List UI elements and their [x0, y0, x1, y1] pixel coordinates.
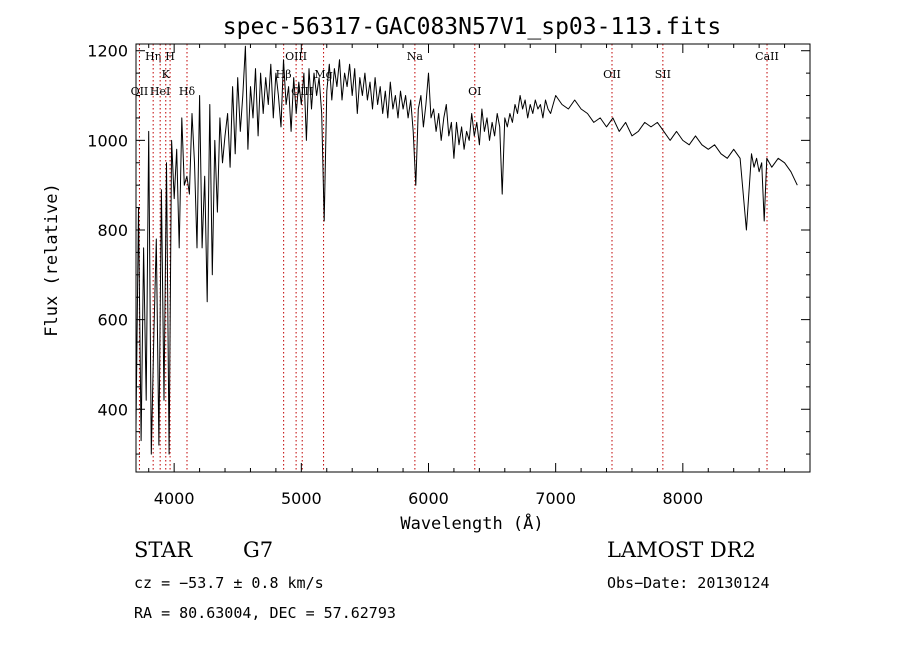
redshift-velocity: cz = −53.7 ± 0.8 km/s — [134, 574, 324, 592]
x-axis-label: Wavelength (Å) — [400, 512, 543, 534]
spectral-line-label: SII — [655, 68, 671, 81]
x-tick-label: 6000 — [408, 489, 449, 508]
spectral-line-label: OI — [468, 85, 481, 98]
spectral-line-label: Na — [407, 50, 424, 63]
x-tick-label: 8000 — [662, 489, 703, 508]
observation-date: Obs−Date: 20130124 — [607, 574, 770, 592]
y-tick-label: 800 — [97, 221, 128, 240]
survey-name: LAMOST DR2 — [607, 538, 756, 562]
chart-title: spec-56317-GAC083N57V1_sp03-113.fits — [223, 14, 722, 40]
y-tick-label: 1200 — [87, 42, 128, 61]
spectral-line-label: H — [165, 50, 175, 63]
axis-ticks: 4000 5000 6000 7000 8000 400 600 800 1000 1200 — [87, 42, 810, 508]
x-tick-label: 5000 — [281, 489, 322, 508]
x-tick-label: 7000 — [535, 489, 576, 508]
plot-frame — [135, 43, 811, 473]
spectral-line-label: OIII — [285, 50, 307, 63]
spectral-line-label: OII — [131, 85, 149, 98]
coordinates: RA = 80.63004, DEC = 57.62793 — [134, 604, 396, 622]
spectral-line-label: HeI — [150, 85, 170, 98]
spectral-line-label: K — [162, 68, 171, 81]
object-class: STAR — [134, 538, 193, 562]
object-subclass: G7 — [243, 538, 274, 562]
y-tick-label: 1000 — [87, 131, 128, 150]
spectral-line-label: Hη — [145, 50, 161, 63]
y-tick-label: 400 — [97, 400, 128, 419]
spectral-line-label: Hδ — [179, 85, 196, 98]
spectral-line-label: Hβ — [276, 68, 292, 81]
spectrum-line — [135, 45, 798, 455]
spectral-line-label: CaII — [755, 50, 779, 63]
y-tick-label: 600 — [97, 311, 128, 330]
x-tick-label: 4000 — [154, 489, 195, 508]
y-axis-label: Flux (relative) — [42, 183, 62, 337]
spectral-line-label: OII — [603, 68, 621, 81]
